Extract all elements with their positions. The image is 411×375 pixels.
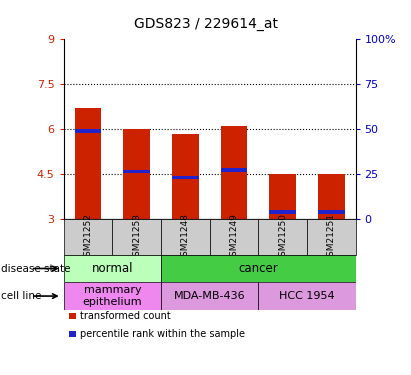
Text: GDS823 / 229614_at: GDS823 / 229614_at [134, 17, 277, 31]
Text: disease state: disease state [1, 264, 71, 273]
Text: normal: normal [92, 262, 133, 275]
Bar [123, 129, 150, 219]
Bar [75, 129, 102, 133]
Text: GSM21249: GSM21249 [229, 213, 238, 262]
Text: GSM21252: GSM21252 [83, 213, 92, 262]
Bar [123, 170, 150, 173]
Bar [64, 219, 112, 255]
Bar [318, 210, 344, 214]
Bar [69, 313, 76, 320]
Text: GSM21250: GSM21250 [278, 213, 287, 262]
Text: GSM21251: GSM21251 [327, 213, 336, 262]
Text: percentile rank within the sample: percentile rank within the sample [80, 329, 245, 339]
Bar [307, 219, 356, 255]
Text: cell line: cell line [1, 291, 42, 301]
Bar [221, 126, 247, 219]
Text: GSM21248: GSM21248 [181, 213, 190, 262]
Bar [112, 219, 161, 255]
Text: transformed count: transformed count [80, 311, 171, 321]
Bar [161, 282, 258, 310]
Bar [69, 331, 76, 338]
Bar [161, 255, 356, 282]
Bar [318, 174, 344, 219]
Bar [269, 174, 296, 219]
Bar [64, 255, 161, 282]
Bar [258, 219, 307, 255]
Bar [221, 168, 247, 172]
Text: HCC 1954: HCC 1954 [279, 291, 335, 301]
Bar [161, 219, 210, 255]
Bar [269, 210, 296, 214]
Bar [75, 108, 102, 219]
Bar [172, 134, 199, 219]
Text: MDA-MB-436: MDA-MB-436 [174, 291, 245, 301]
Bar [172, 176, 199, 179]
Bar [64, 282, 161, 310]
Text: GSM21253: GSM21253 [132, 213, 141, 262]
Text: mammary
epithelium: mammary epithelium [83, 285, 142, 307]
Bar [258, 282, 356, 310]
Text: cancer: cancer [238, 262, 278, 275]
Bar [210, 219, 258, 255]
